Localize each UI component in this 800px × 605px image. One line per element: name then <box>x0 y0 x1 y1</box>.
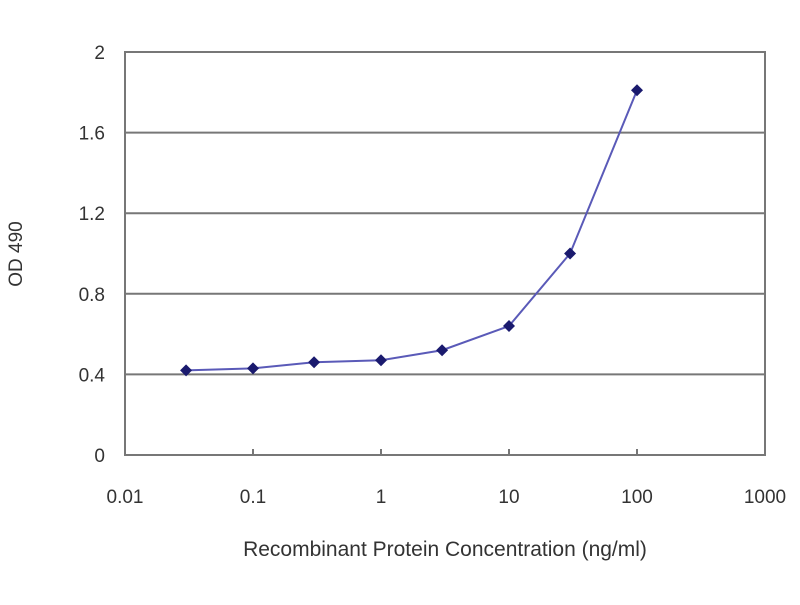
y-tick-label: 1.6 <box>79 124 105 145</box>
y-axis-label: OD 490 <box>6 221 27 286</box>
y-tick-label: 0.8 <box>79 285 105 306</box>
x-axis-label: Recombinant Protein Concentration (ng/ml… <box>243 538 647 561</box>
series <box>180 84 643 377</box>
data-point <box>375 354 387 367</box>
gridlines <box>125 131 765 376</box>
x-tick-labels: 0.01 0.1 1 10 100 1000 <box>107 449 786 508</box>
x-tick-label: 10 <box>498 487 519 508</box>
data-point <box>436 344 449 357</box>
plot-area <box>124 51 766 456</box>
y-tick-label: 0 <box>94 446 105 467</box>
series-line <box>186 89 638 372</box>
x-tick-label: 100 <box>621 487 653 508</box>
y-tick-labels: 0 0.4 0.8 1.2 1.6 2 <box>79 43 106 467</box>
data-point <box>308 356 321 369</box>
y-tick-label: 1.2 <box>79 204 105 225</box>
data-point <box>180 364 193 377</box>
y-tick-label: 0.4 <box>79 365 106 386</box>
data-point <box>247 362 259 375</box>
data-point <box>503 320 515 333</box>
data-point <box>564 247 577 260</box>
x-tick-label: 1 <box>376 487 387 508</box>
x-tick-label: 1000 <box>744 487 786 508</box>
y-tick-label: 2 <box>94 43 105 64</box>
x-tick-label: 0.1 <box>240 487 266 508</box>
data-point <box>631 84 643 97</box>
x-tick-label: 0.01 <box>107 487 144 508</box>
